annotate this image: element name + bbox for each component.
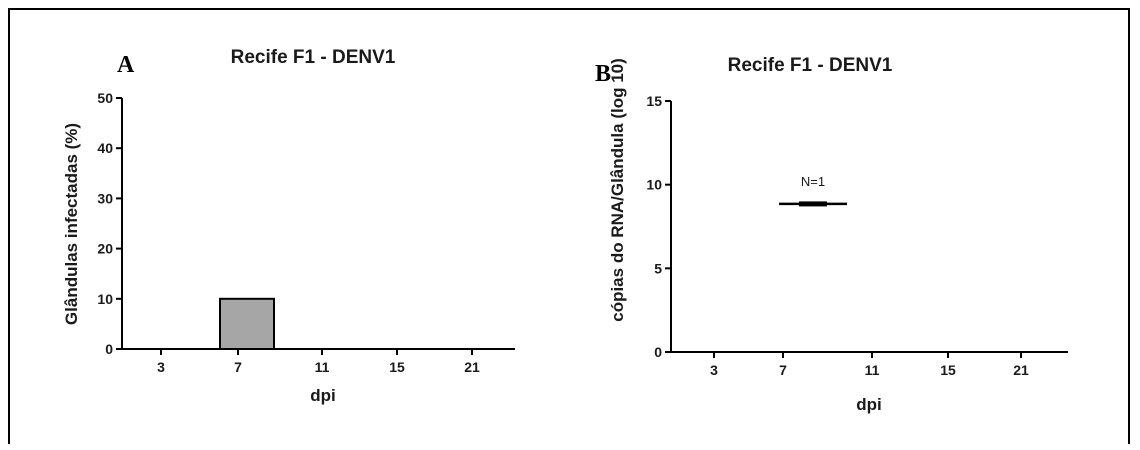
chart-b-xtick-label: 7 [779, 362, 787, 378]
chart-a-xtick-label: 3 [157, 359, 165, 375]
chart-b-title: Recife F1 - DENV1 [728, 55, 893, 76]
figure-frame [8, 8, 1130, 444]
chart-b-ytick-label: 15 [646, 93, 662, 109]
chart-a-ytick-label: 40 [97, 140, 113, 156]
chart-a-xtick-label: 15 [389, 359, 405, 375]
chart-a-ytick-label: 50 [97, 90, 113, 106]
chart-b-xtick-label: 21 [1013, 362, 1029, 378]
chart-b-xtick-label: 15 [940, 362, 956, 378]
chart-a-ytick-label: 10 [97, 291, 113, 307]
chart-b-xtick-label: 3 [710, 362, 718, 378]
chart-b-xtick-label: 11 [865, 362, 880, 378]
panel-a-label: A [117, 52, 135, 78]
chart-a-ylabel: Glândulas infectadas (%) [62, 123, 81, 325]
chart-b-ytick-label: 10 [646, 177, 662, 193]
chart-b-annotation: N=1 [801, 174, 825, 189]
chart-a-bar [219, 297, 275, 350]
chart-a-xlabel: dpi [310, 386, 336, 405]
chart-a-xtick-label: 7 [234, 359, 242, 375]
chart-b-xlabel: dpi [856, 395, 882, 414]
chart-a-xtick-label: 21 [464, 359, 480, 375]
chart-a-ytick-label: 30 [97, 190, 113, 206]
panel-b-label: B [595, 61, 611, 87]
chart-b-point [799, 201, 827, 207]
chart-a-ytick-label: 20 [97, 241, 113, 257]
chart-b-ytick-label: 5 [654, 260, 662, 276]
chart-a-ytick-label: 0 [105, 341, 113, 357]
chart-a-title: Recife F1 - DENV1 [231, 47, 396, 68]
chart-b-ylabel: cópias do RNA/Glândula (log 10) [608, 58, 627, 322]
chart-b-ytick-label: 0 [654, 344, 662, 360]
chart-a-xtick-label: 11 [315, 359, 330, 375]
